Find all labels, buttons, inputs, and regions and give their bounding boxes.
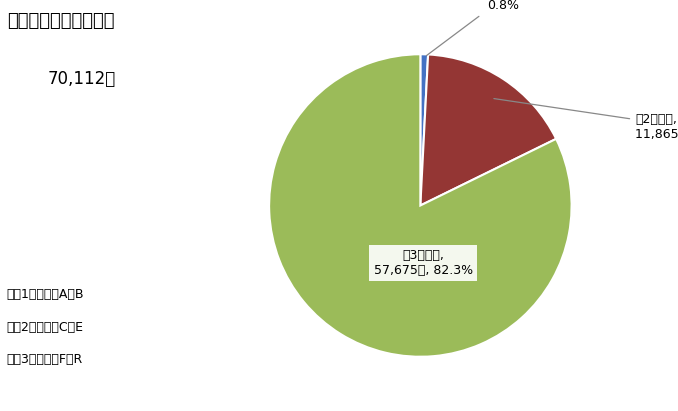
Text: ・第3次産業：F～R: ・第3次産業：F～R: [7, 353, 83, 367]
Text: ・第1次産業：A～B: ・第1次産業：A～B: [7, 288, 84, 301]
Text: 70,112人: 70,112人: [47, 70, 116, 88]
Text: 産業別従業者数・割合: 産業別従業者数・割合: [7, 12, 115, 30]
Wedge shape: [420, 54, 556, 206]
Wedge shape: [420, 54, 428, 206]
Text: 第1次産業, 572人,
0.8%: 第1次産業, 572人, 0.8%: [426, 0, 544, 55]
Text: ・第2次産業：C～E: ・第2次産業：C～E: [7, 321, 84, 334]
Wedge shape: [269, 54, 572, 357]
Text: 第2次産業,
11,865人, 16.9%: 第2次産業, 11,865人, 16.9%: [494, 99, 678, 141]
Text: 第3次産業,
57,675人, 82.3%: 第3次産業, 57,675人, 82.3%: [374, 249, 473, 277]
